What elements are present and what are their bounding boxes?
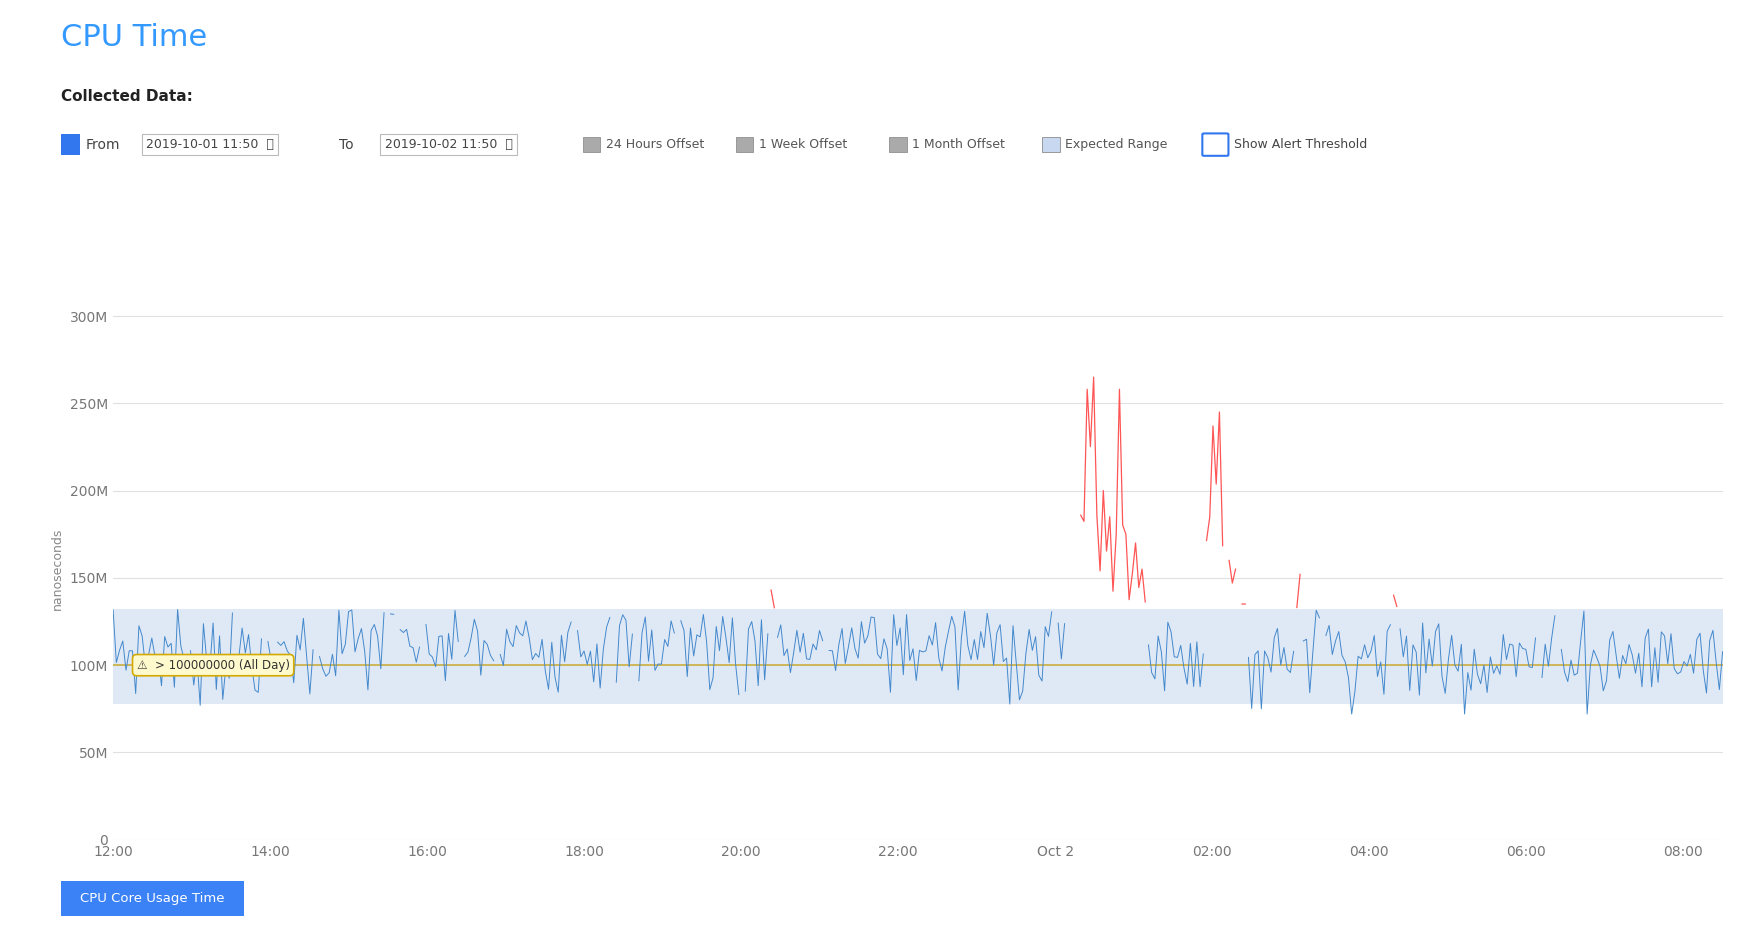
Text: To: To <box>339 137 353 152</box>
Text: Show Alert Threshold: Show Alert Threshold <box>1233 138 1367 151</box>
Text: 2019-10-02 11:50  📅: 2019-10-02 11:50 📅 <box>384 138 511 151</box>
Text: ⚠  > 100000000 (All Day): ⚠ > 100000000 (All Day) <box>137 659 289 672</box>
Text: ✓: ✓ <box>1207 138 1219 151</box>
Text: 24 Hours Offset: 24 Hours Offset <box>605 138 703 151</box>
Text: 1 Week Offset: 1 Week Offset <box>758 138 847 151</box>
Text: From: From <box>85 137 120 152</box>
Text: CPU Core Usage Time: CPU Core Usage Time <box>80 892 224 905</box>
Text: Expected Range: Expected Range <box>1064 138 1167 151</box>
Text: CPU Time: CPU Time <box>61 23 207 52</box>
Y-axis label: nanoseconds: nanoseconds <box>50 528 64 610</box>
Text: 1 Month Offset: 1 Month Offset <box>911 138 1003 151</box>
Text: Collected Data:: Collected Data: <box>61 89 193 104</box>
Text: 2019-10-01 11:50  📅: 2019-10-01 11:50 📅 <box>146 138 273 151</box>
